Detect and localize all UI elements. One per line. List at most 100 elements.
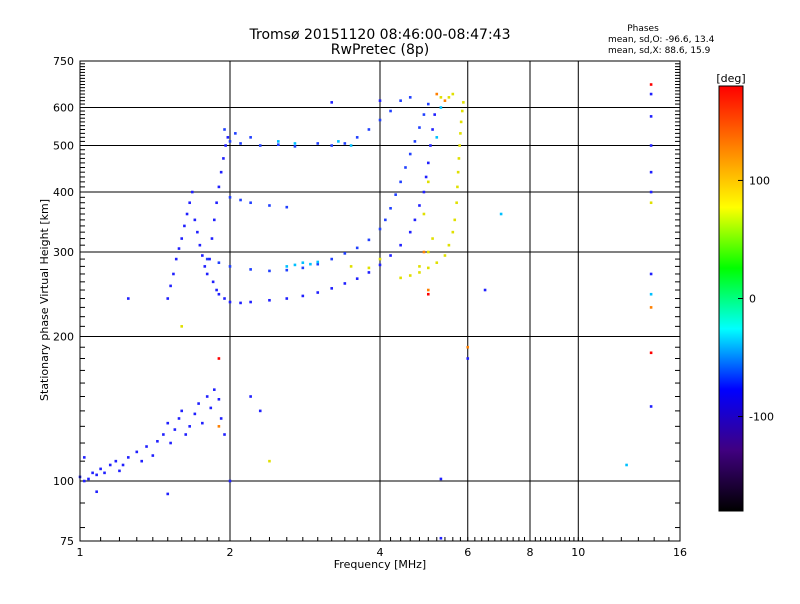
data-point [183, 224, 186, 228]
data-point [439, 536, 443, 540]
data-point [215, 201, 218, 205]
data-point [208, 257, 211, 261]
data-point [422, 212, 426, 216]
data-point [210, 237, 214, 240]
data-point [185, 212, 189, 216]
y-tick-label: 300 [53, 246, 74, 259]
data-point [447, 243, 451, 247]
data-point [166, 492, 170, 496]
data-point [174, 257, 178, 261]
data-point [378, 263, 382, 267]
data-point [293, 263, 297, 267]
data-point [459, 120, 463, 124]
data-point [394, 193, 397, 196]
data-point [223, 433, 226, 436]
data-point [439, 477, 443, 481]
data-point [399, 99, 402, 102]
stats-heading: Phases [627, 24, 659, 34]
data-point [212, 388, 216, 391]
data-point [422, 113, 426, 116]
data-point [217, 185, 221, 189]
data-point [228, 196, 232, 199]
data-point [228, 300, 232, 304]
data-point [466, 357, 470, 360]
data-point [458, 144, 461, 147]
data-point [169, 441, 172, 445]
data-point [433, 113, 436, 116]
colorbar-tick-label: 100 [749, 174, 770, 187]
data-point [439, 96, 443, 99]
data-point [205, 272, 209, 276]
data-point [193, 218, 197, 222]
data-point [456, 170, 460, 174]
data-point [389, 254, 392, 257]
data-point [268, 459, 271, 463]
x-tick-label: 6 [464, 546, 471, 559]
data-point [435, 136, 439, 139]
data-point [466, 345, 470, 349]
data-point [177, 417, 181, 420]
data-point [219, 170, 223, 174]
colorbar [718, 85, 744, 512]
data-point [301, 294, 305, 298]
data-point [378, 118, 382, 122]
chart-title: Tromsø 20151120 08:46:00-08:47:43 [249, 27, 511, 43]
data-point [258, 409, 262, 413]
data-point [649, 92, 653, 96]
data-point [184, 433, 188, 436]
x-axis-label: Frequency [MHz] [334, 558, 426, 571]
data-point [330, 287, 334, 290]
data-point [219, 417, 223, 420]
data-point [378, 257, 382, 261]
data-point [649, 405, 653, 408]
data-point [422, 190, 426, 194]
data-point [349, 265, 353, 268]
y-tick-label: 100 [53, 475, 74, 488]
data-point [193, 412, 197, 416]
data-point [301, 266, 305, 270]
data-point [435, 261, 439, 265]
data-point [222, 157, 225, 160]
data-point [212, 218, 216, 222]
data-point [215, 288, 218, 292]
stats-line-x: mean, sd,X: 88.6, 15.9 [608, 46, 711, 56]
data-point [367, 238, 371, 242]
data-point [188, 425, 191, 428]
data-point [180, 409, 184, 413]
data-point [426, 288, 430, 292]
data-point [228, 265, 232, 268]
data-point [499, 212, 503, 216]
data-point [316, 260, 320, 264]
data-point [121, 463, 125, 467]
data-point [408, 274, 412, 277]
x-tick-label: 1 [77, 546, 84, 559]
data-point [418, 265, 421, 268]
data-point [337, 140, 340, 143]
data-point [426, 102, 430, 106]
data-point [95, 490, 98, 494]
data-point [169, 284, 172, 288]
data-point [443, 99, 447, 102]
data-point [217, 261, 221, 265]
data-point [301, 261, 305, 265]
data-point [249, 136, 252, 139]
data-point [355, 277, 359, 280]
data-point [378, 227, 382, 231]
data-point [426, 180, 430, 184]
data-point [198, 243, 202, 247]
data-point [451, 230, 455, 234]
data-point [151, 454, 155, 457]
data-point [451, 92, 455, 96]
data-point [205, 395, 209, 398]
axes: 1 2 4 6 8 10 16 75 100 200 300 400 500 600 750 [53, 55, 687, 559]
data-point [431, 237, 434, 240]
y-tick-label: 200 [53, 331, 74, 344]
data-point [99, 467, 102, 471]
data-point [426, 292, 430, 296]
data-point [166, 297, 170, 300]
data-point [201, 254, 204, 257]
data-point [166, 421, 170, 425]
data-point [217, 425, 221, 428]
data-point [276, 143, 280, 146]
